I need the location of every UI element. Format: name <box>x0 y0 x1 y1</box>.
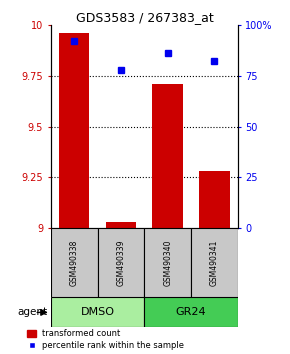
Text: GSM490339: GSM490339 <box>116 240 125 286</box>
Legend: transformed count, percentile rank within the sample: transformed count, percentile rank withi… <box>27 329 184 350</box>
Text: GSM490338: GSM490338 <box>70 240 79 286</box>
Text: GSM490340: GSM490340 <box>163 240 172 286</box>
Bar <box>153 84 183 228</box>
Bar <box>51 297 144 327</box>
Text: GSM490341: GSM490341 <box>210 240 219 286</box>
Bar <box>59 33 89 228</box>
Text: GDS3583 / 267383_at: GDS3583 / 267383_at <box>76 11 214 24</box>
Bar <box>199 171 230 228</box>
Text: DMSO: DMSO <box>81 307 115 318</box>
Bar <box>97 228 144 297</box>
Bar <box>191 228 238 297</box>
Text: GR24: GR24 <box>176 307 206 318</box>
Bar <box>144 228 191 297</box>
Bar <box>106 222 136 228</box>
Text: agent: agent <box>18 307 48 318</box>
Bar <box>51 228 97 297</box>
Bar <box>144 297 238 327</box>
